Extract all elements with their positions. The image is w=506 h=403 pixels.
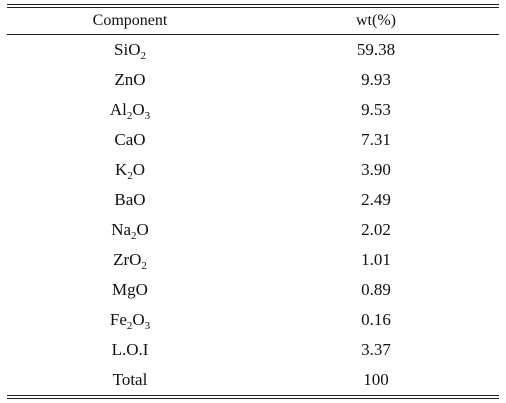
formula-subscript: 2 (126, 320, 133, 332)
table-row: ZnO 9.93 (7, 65, 499, 95)
wt-cell: 2.02 (361, 220, 391, 239)
wt-cell: 100 (363, 370, 389, 389)
component-cell: SiO2 (7, 40, 253, 62)
formula-subscript: 2 (131, 230, 137, 242)
formula-subscript: 2 (141, 260, 147, 272)
formula-subscript: 2 (126, 110, 133, 122)
formula-text: Fe (109, 310, 127, 329)
table-row: Total 100 (7, 365, 499, 395)
bottom-rule (7, 395, 499, 399)
table-body: SiO2 59.38 ZnO 9.93 Al2O3 9.53 CaO 7.31 K2O 3.90 B… (7, 35, 499, 395)
wt-cell: 9.53 (361, 100, 391, 119)
table-row: ZrO2 1.01 (7, 245, 499, 275)
formula-text: SiO (114, 40, 141, 59)
formula-text: ZrO (113, 250, 142, 269)
header-wt: wt(%) (356, 12, 396, 29)
header-rule (7, 34, 499, 35)
formula-subscript: 3 (144, 110, 151, 122)
component-cell: BaO (7, 190, 253, 210)
wt-cell: 1.01 (361, 250, 391, 269)
table-row: L.O.I 3.37 (7, 335, 499, 365)
formula-subscript: 3 (144, 320, 151, 332)
component-cell: CaO (7, 130, 253, 150)
formula-text: Al (109, 100, 127, 119)
component-cell: Fe2O3 (7, 310, 253, 332)
formula-text: CaO (114, 130, 146, 149)
formula-text: O (132, 310, 145, 329)
table-row: Na2O 2.02 (7, 215, 499, 245)
wt-cell: 7.31 (361, 130, 391, 149)
composition-table: Component wt(%) SiO2 59.38 ZnO 9.93 Al2O3 9.5… (7, 4, 499, 399)
component-cell: ZrO2 (7, 250, 253, 272)
formula-text: K (114, 160, 128, 179)
formula-text: BaO (114, 190, 146, 209)
formula-text: ZnO (114, 70, 146, 89)
wt-cell: 0.16 (361, 310, 391, 329)
formula-subscript: 2 (140, 50, 146, 62)
formula-text: O (132, 100, 145, 119)
component-cell: K2O (7, 160, 253, 182)
header-component: Component (92, 12, 168, 29)
table-row: Al2O3 9.53 (7, 95, 499, 125)
formula-text: O (136, 220, 149, 239)
component-cell: L.O.I (7, 340, 253, 360)
top-rule (7, 4, 499, 8)
component-cell: ZnO (7, 70, 253, 90)
component-cell: Total (7, 370, 253, 390)
component-cell: MgO (7, 280, 253, 300)
wt-cell: 9.93 (361, 70, 391, 89)
formula-text: MgO (112, 280, 148, 299)
component-cell: Al2O3 (7, 100, 253, 122)
component-cell: Na2O (7, 220, 253, 242)
table-row: SiO2 59.38 (7, 35, 499, 65)
formula-subscript: 2 (127, 170, 133, 182)
header-row: Component wt(%) (7, 8, 499, 34)
formula-text: Total (112, 370, 148, 389)
table-row: K2O 3.90 (7, 155, 499, 185)
wt-cell: 2.49 (361, 190, 391, 209)
table-row: MgO 0.89 (7, 275, 499, 305)
wt-cell: 0.89 (361, 280, 391, 299)
formula-text: L.O.I (111, 340, 149, 359)
wt-cell: 3.37 (361, 340, 391, 359)
table-row: Fe2O3 0.16 (7, 305, 499, 335)
table-row: CaO 7.31 (7, 125, 499, 155)
formula-text: Na (111, 220, 132, 239)
formula-text: O (132, 160, 146, 179)
table-row: BaO 2.49 (7, 185, 499, 215)
wt-cell: 3.90 (361, 160, 391, 179)
wt-cell: 59.38 (356, 40, 396, 59)
